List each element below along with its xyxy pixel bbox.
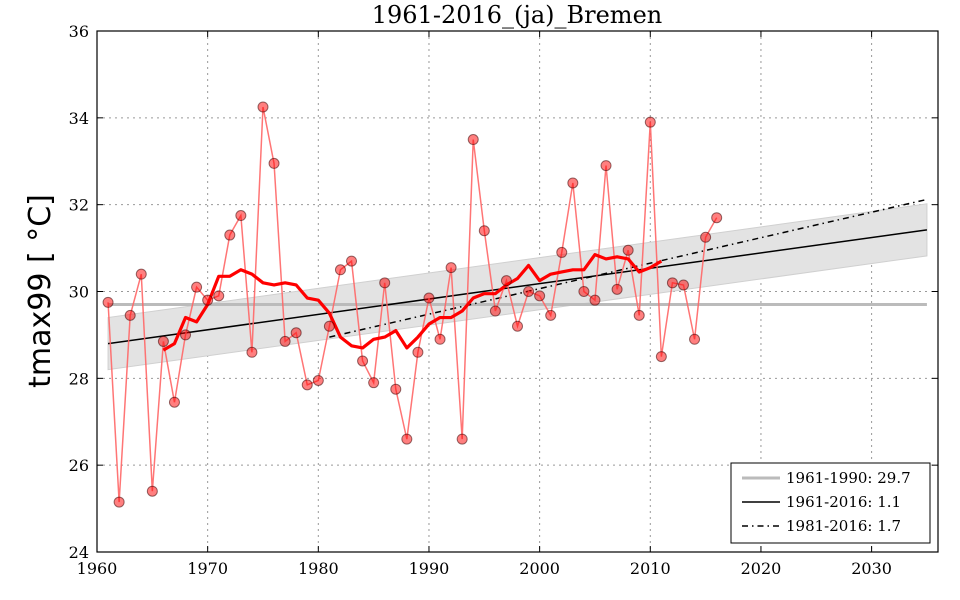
annual-data-point <box>180 329 192 341</box>
annual-data-point <box>290 327 302 339</box>
annual-data-point <box>711 212 723 224</box>
annual-data-point <box>157 335 169 347</box>
annual-data-point <box>456 433 468 445</box>
plot-marks <box>102 101 928 508</box>
annual-data-point <box>622 244 634 256</box>
annual-data-point <box>235 210 247 222</box>
annual-data-point <box>334 264 346 276</box>
annual-data-point <box>578 286 590 297</box>
annual-data-point <box>224 229 236 241</box>
annual-data-point <box>611 283 623 295</box>
x-tick-label: 1980 <box>298 559 339 578</box>
annual-data-point <box>655 351 667 363</box>
x-tick-label: 1970 <box>187 559 228 578</box>
y-tick-label: 26 <box>69 456 89 475</box>
annual-data-point <box>523 286 535 297</box>
annual-data-point <box>423 292 435 304</box>
annual-data-point <box>401 433 413 445</box>
annual-data-point <box>146 485 158 497</box>
annual-data-point <box>113 496 125 508</box>
annual-data-point <box>412 346 424 358</box>
annual-data-point <box>434 333 446 345</box>
annual-data-point <box>323 320 335 332</box>
annual-data-point <box>301 379 313 391</box>
legend-label-trend-recent: 1981-2016: 1.7 <box>786 517 901 535</box>
y-axis-label: tmax99 [ °C] <box>23 194 58 388</box>
legend-box <box>730 462 931 544</box>
annual-data-point <box>644 116 656 128</box>
running-mean-line <box>162 252 663 352</box>
annual-data-point <box>512 320 523 332</box>
annual-data-point <box>478 225 490 237</box>
annual-data-point <box>677 279 689 291</box>
y-tick-label: 32 <box>69 196 89 215</box>
annual-data-point <box>124 309 136 321</box>
y-tick-label: 36 <box>69 22 89 41</box>
annual-data-point <box>689 333 701 345</box>
annual-data-point <box>191 281 203 293</box>
annual-data-point <box>467 134 479 146</box>
x-tick-label: 2030 <box>851 559 892 578</box>
annual-data-point <box>567 177 579 189</box>
y-tick-label: 34 <box>69 109 89 128</box>
x-tick-label: 2020 <box>741 559 782 578</box>
legend-label-trend-full: 1961-2016: 1.1 <box>786 493 901 511</box>
y-tick-label: 30 <box>69 283 89 302</box>
x-tick-label: 1960 <box>77 559 118 578</box>
annual-data-point <box>534 290 546 302</box>
x-tick-label: 1990 <box>409 559 450 578</box>
annual-data-point <box>445 262 457 274</box>
annual-data-point <box>500 275 512 287</box>
annual-data-point <box>357 355 369 367</box>
chart-title: 1961-2016_(ja)_Bremen <box>372 1 662 29</box>
annual-data-point <box>600 160 612 172</box>
x-tick-label: 2000 <box>519 559 560 578</box>
y-tick-label: 28 <box>69 369 89 388</box>
legend: 1961-1990: 29.7 1961-2016: 1.1 1981-2016… <box>730 462 931 544</box>
annual-data-point <box>545 309 557 321</box>
annual-data-point <box>168 396 180 408</box>
annual-data-point <box>102 296 114 308</box>
annual-data-point <box>246 346 258 358</box>
y-tick-label: 24 <box>69 543 89 562</box>
x-tick-label: 2010 <box>630 559 671 578</box>
annual-data-point <box>390 383 402 395</box>
annual-data-point <box>346 255 358 267</box>
trend-line-full <box>107 229 928 345</box>
annual-data-point <box>135 268 147 280</box>
legend-label-baseline: 1961-1990: 29.7 <box>786 469 911 487</box>
annual-data-point <box>589 294 601 306</box>
axis-ticks: 1960 1970 1980 1990 2000 2010 2020 2030 24 26 28 30… <box>69 22 938 578</box>
annual-data-point <box>213 290 225 302</box>
annual-data-point <box>666 277 678 289</box>
annual-data-point <box>312 375 324 387</box>
annual-data-point <box>700 231 712 243</box>
annual-data-point <box>268 157 280 169</box>
annual-data-point <box>489 305 501 317</box>
annual-data-point <box>368 377 380 389</box>
annual-data-point <box>379 277 391 289</box>
annual-data-point <box>257 101 269 113</box>
annual-data-point <box>556 246 568 258</box>
annual-data-point <box>202 294 214 306</box>
annual-data-point <box>279 335 291 347</box>
annual-data-point <box>633 309 645 321</box>
